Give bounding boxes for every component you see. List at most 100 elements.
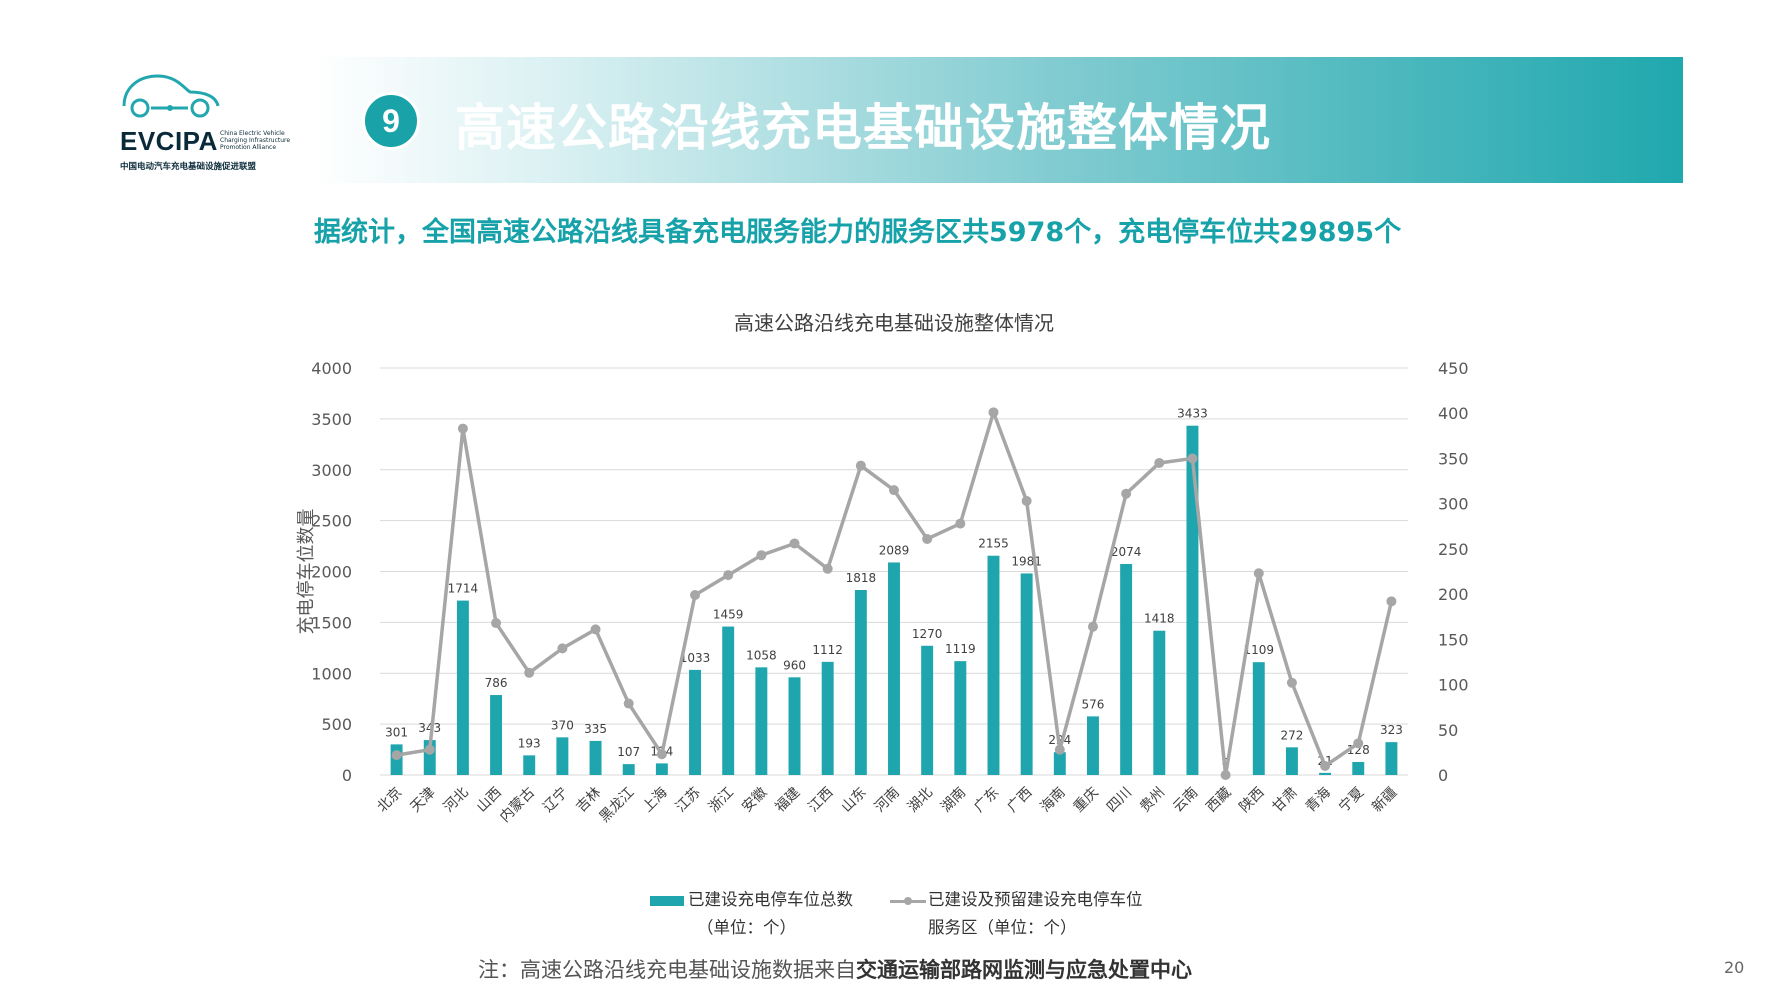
line-point [756, 550, 767, 561]
x-category-label: 海南 [1038, 785, 1069, 816]
bar-value-label: 576 [1082, 697, 1105, 711]
y2-tick-label: 450 [1438, 359, 1469, 378]
bar [622, 764, 635, 775]
combo-chart: 高速公路沿线充电基础设施整体情况050010001500200025003000… [296, 311, 1490, 826]
bar-value-label: 960 [783, 658, 806, 672]
bar-value-label: 335 [584, 722, 607, 736]
line-point [955, 518, 966, 529]
legend-line-unit: 服务区（单位：个） [928, 918, 1077, 937]
line-point [557, 643, 568, 654]
y2-tick-label: 350 [1438, 449, 1469, 468]
line-point [988, 407, 999, 418]
y2-tick-label: 300 [1438, 495, 1469, 514]
x-category-label: 宁夏 [1335, 784, 1367, 816]
bar-value-label: 1459 [713, 608, 744, 622]
line-point [1220, 770, 1231, 780]
bar [456, 600, 469, 775]
bar [1252, 662, 1265, 775]
bar [954, 661, 967, 775]
bar [1086, 716, 1099, 775]
line-point [690, 590, 701, 601]
legend-bar-series: 已建设充电停车位总数 [650, 886, 853, 910]
bar [689, 669, 702, 775]
x-category-label: 福建 [772, 785, 803, 816]
x-category-label: 内蒙古 [497, 785, 538, 826]
line-point [457, 423, 468, 434]
line-point [855, 460, 866, 471]
line-point [491, 618, 502, 629]
y-tick-label: 3000 [311, 461, 352, 480]
x-category-label: 上海 [640, 785, 671, 816]
line-point [524, 667, 535, 678]
logo-brand: EVCIPA [120, 126, 218, 156]
source-footnote: 注：高速公路沿线充电基础设施数据来自交通运输部路网监测与应急处置中心 [478, 954, 1192, 984]
y2-tick-label: 100 [1438, 676, 1469, 695]
x-category-label: 山东 [839, 785, 870, 816]
bar-value-label: 1270 [912, 627, 943, 641]
y-tick-label: 1500 [311, 613, 352, 632]
bar-value-label: 2074 [1111, 545, 1142, 559]
evcipa-logo: EVCIPA China Electric Vehicle Charging I… [112, 68, 292, 178]
bar [987, 555, 1000, 775]
bar [589, 740, 602, 775]
title-banner [315, 57, 1683, 183]
bar [888, 562, 900, 775]
legend-line-series: 已建设及预留建设充电停车位 [890, 886, 1143, 910]
y2-tick-label: 150 [1438, 630, 1469, 649]
bar-value-label: 193 [518, 736, 541, 750]
x-category-label: 青海 [1303, 785, 1334, 816]
y2-tick-label: 50 [1438, 721, 1458, 740]
legend-bar-label: 已建设充电停车位总数 [688, 890, 853, 909]
footnote-prefix: 注：高速公路沿线充电基础设施数据来自 [478, 958, 856, 982]
bar-value-label: 1818 [846, 571, 877, 585]
bar [490, 695, 503, 775]
bar-value-label: 343 [418, 721, 441, 735]
bar [523, 755, 536, 775]
bar [1186, 425, 1199, 775]
x-category-label: 广东 [971, 785, 1002, 816]
x-category-label: 湖北 [905, 785, 936, 816]
bar-value-label: 323 [1380, 723, 1403, 737]
y-tick-label: 4000 [311, 359, 352, 378]
line-point [1021, 495, 1032, 506]
y-tick-label: 1000 [311, 664, 352, 683]
logo-chinese-name: 中国电动汽车充电基础设施促进联盟 [120, 162, 257, 172]
bar-value-label: 370 [551, 718, 574, 732]
page-number: 20 [1724, 958, 1745, 977]
line-point [1286, 677, 1297, 688]
line-point [424, 744, 435, 755]
page-title: 高速公路沿线充电基础设施整体情况 [455, 99, 1271, 157]
x-category-label: 云南 [1170, 785, 1201, 816]
bar-value-label: 301 [385, 725, 408, 739]
x-category-label: 新疆 [1369, 785, 1400, 816]
bar [921, 645, 934, 775]
line-point [1154, 457, 1165, 468]
line-point [656, 749, 667, 760]
line-point [822, 563, 833, 574]
y2-axis-title: 高速服务区 [1487, 497, 1490, 587]
legend-bar-unit: （单位：个） [697, 918, 796, 937]
x-category-label: 辽宁 [539, 784, 571, 816]
x-category-label: 黑龙江 [597, 785, 638, 826]
line-point [1121, 488, 1132, 499]
y-tick-label: 3500 [311, 410, 352, 429]
x-category-label: 浙江 [706, 785, 737, 816]
line-point [922, 533, 933, 544]
bar [821, 661, 834, 775]
legend-line-swatch [890, 895, 926, 907]
x-category-label: 河北 [441, 785, 472, 816]
bar [1053, 752, 1066, 775]
bar-value-label: 1112 [812, 643, 843, 657]
x-category-label: 广西 [1004, 785, 1035, 816]
x-category-label: 四川 [1104, 785, 1135, 816]
legend-line-label: 已建设及预留建设充电停车位 [928, 890, 1143, 909]
x-category-label: 湖南 [938, 785, 969, 816]
bar [1153, 630, 1166, 775]
bar [1285, 747, 1298, 775]
x-category-label: 天津 [407, 785, 438, 816]
bar-value-label: 1119 [945, 642, 976, 656]
bar-value-label: 1714 [448, 582, 479, 596]
bar [556, 737, 569, 775]
summary-headline: 据统计，全国高速公路沿线具备充电服务能力的服务区共5978个，充电停车位共298… [314, 217, 1402, 248]
y-tick-label: 2500 [311, 512, 352, 531]
